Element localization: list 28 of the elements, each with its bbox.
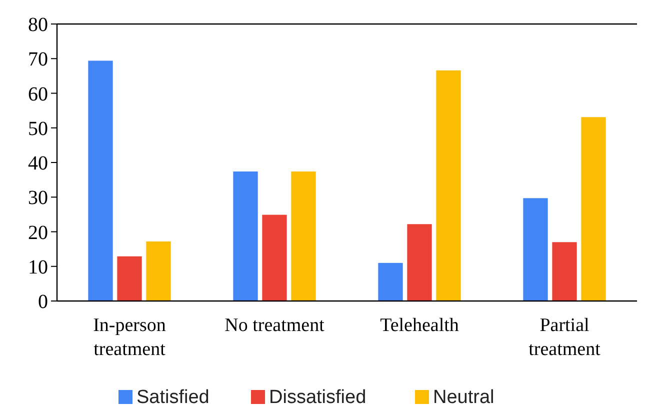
bar <box>581 117 606 301</box>
y-tick-label: 50 <box>28 118 48 140</box>
bar <box>378 262 403 301</box>
bar <box>233 172 258 301</box>
legend-label: Neutral <box>433 387 494 408</box>
legend-label: Dissatisfied <box>269 387 366 408</box>
bar <box>407 224 432 301</box>
y-tick-label: 60 <box>28 83 48 106</box>
y-tick-label: 30 <box>28 187 48 210</box>
bar <box>262 214 287 301</box>
y-tick-label: 40 <box>28 152 48 174</box>
bar <box>436 70 461 301</box>
bar <box>88 60 113 301</box>
y-tick-label: 70 <box>28 48 48 71</box>
y-tick-label: 0 <box>38 291 48 313</box>
bar <box>291 172 316 301</box>
bar <box>117 256 142 301</box>
y-tick-label: 10 <box>28 256 48 278</box>
bar <box>523 198 548 301</box>
y-tick-label: 80 <box>28 14 48 36</box>
bar <box>552 242 577 301</box>
x-tick-label: No treatment <box>224 315 326 336</box>
x-tick-label: In-person treatment <box>93 315 166 360</box>
x-tick-label: Partial treatment <box>528 315 602 360</box>
x-tick-label: Telehealth <box>380 315 460 336</box>
bar <box>146 241 171 301</box>
legend-label: Satisfied <box>136 387 210 408</box>
y-tick-label: 20 <box>28 222 48 244</box>
